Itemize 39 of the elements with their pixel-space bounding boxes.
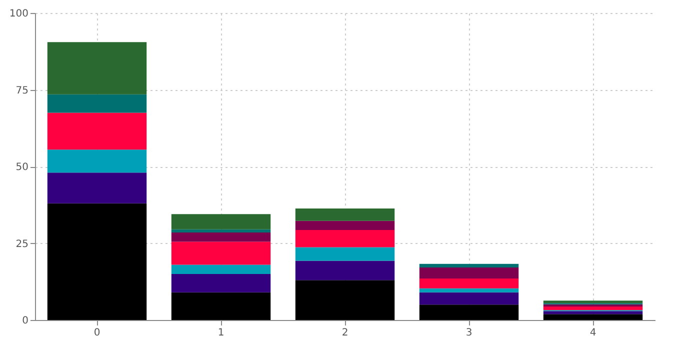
bar <box>543 314 643 320</box>
bar <box>419 278 519 288</box>
bar <box>419 304 519 320</box>
x-tick-label: 4 <box>590 328 596 338</box>
bar <box>419 268 519 279</box>
bar <box>295 260 395 280</box>
y-tick-label: 75 <box>16 85 28 96</box>
bar <box>295 208 395 221</box>
x-tick-label: 3 <box>466 328 472 338</box>
y-tick-label: 0 <box>22 316 28 326</box>
bar <box>419 288 519 292</box>
bar <box>47 94 147 113</box>
bar <box>47 42 147 94</box>
x-tick-label: 0 <box>94 328 100 338</box>
bar <box>171 242 271 265</box>
bar <box>171 264 271 274</box>
bar <box>171 274 271 292</box>
bar <box>543 306 643 310</box>
bar <box>419 264 519 268</box>
bar <box>171 232 271 242</box>
x-tick-label: 2 <box>342 328 348 338</box>
bar <box>295 220 395 230</box>
bar <box>295 280 395 320</box>
y-tick-label: 50 <box>16 162 28 173</box>
bar <box>47 112 147 150</box>
y-tick-label: 25 <box>16 238 28 250</box>
bar <box>47 203 147 320</box>
bar <box>171 292 271 320</box>
bar <box>543 311 643 314</box>
x-tick-label: 1 <box>218 328 224 338</box>
bar <box>419 292 519 305</box>
bar <box>295 247 395 261</box>
bar <box>47 172 147 204</box>
y-tick-label: 100 <box>9 8 28 20</box>
bar <box>47 150 147 173</box>
bar <box>543 300 643 304</box>
bar <box>171 214 271 230</box>
bar <box>171 229 271 233</box>
bar <box>295 230 395 248</box>
